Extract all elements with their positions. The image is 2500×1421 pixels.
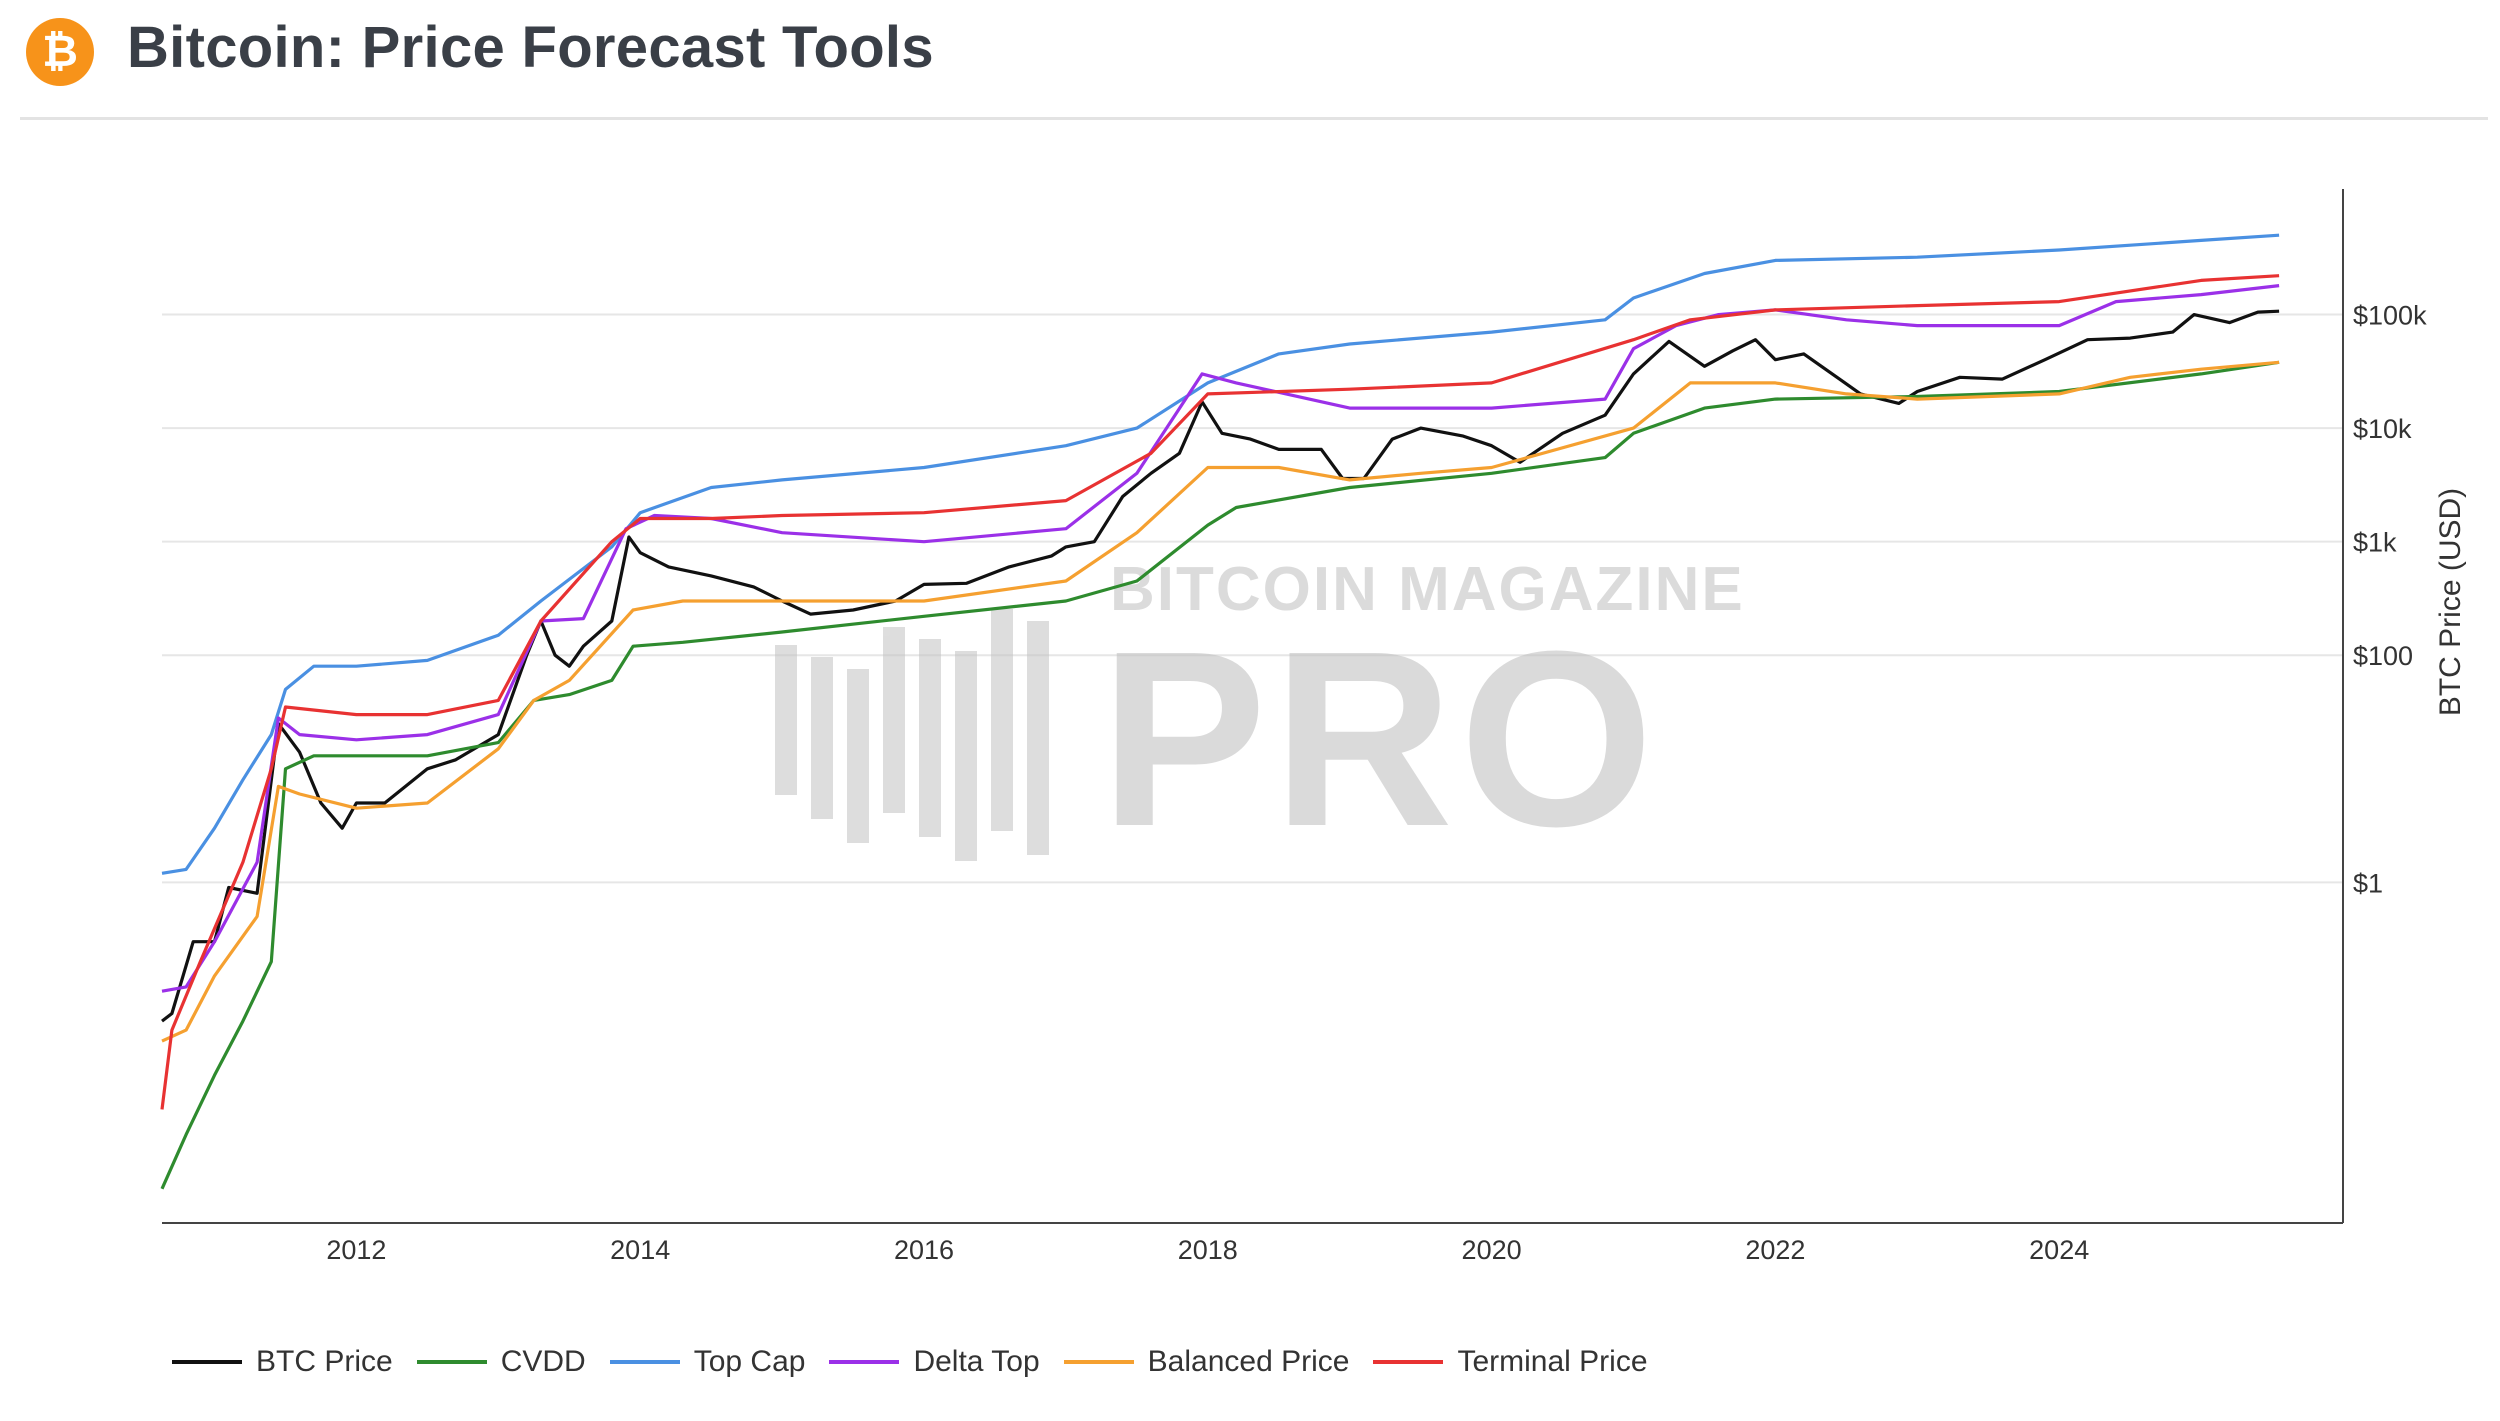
y-tick-label: $1	[2353, 868, 2383, 898]
series-line-btc-price	[161, 309, 2280, 1023]
series-line-cvdd	[160, 360, 2280, 1190]
legend-item[interactable]: Top Cap	[609, 1345, 806, 1379]
legend-label: Terminal Price	[1457, 1345, 1648, 1378]
legend-label: BTC Price	[256, 1345, 393, 1378]
x-tick-label: 2016	[894, 1235, 954, 1265]
legend-swatch	[1063, 1360, 1134, 1364]
legend-item[interactable]: CVDD	[416, 1345, 586, 1379]
series-line-delta-top	[161, 284, 2280, 993]
watermark-bar	[775, 645, 797, 795]
legend-swatch	[416, 1360, 487, 1364]
watermark-bar	[955, 651, 977, 861]
y-tick-label: $100	[2353, 641, 2413, 671]
series-group	[160, 233, 2280, 1190]
watermark-bar	[991, 609, 1013, 831]
y-tick-label: $1k	[2353, 528, 2397, 558]
x-tick-label: 2022	[1745, 1235, 1805, 1265]
chart-legend: BTC Price CVDD Top Cap Delta Top Balanced Pr…	[172, 1340, 1672, 1384]
watermark-bar	[883, 627, 905, 813]
x-tick-label: 2018	[1178, 1235, 1238, 1265]
axes: $1 $100 $1k $10k $100k 2012 2014 2016 2018 2020 20…	[162, 189, 2467, 1265]
legend-item[interactable]: Balanced Price	[1063, 1345, 1350, 1379]
series-line-top-cap	[161, 233, 2280, 875]
y-tick-label: $10k	[2353, 414, 2412, 444]
series-line-balanced-price	[161, 360, 2280, 1043]
x-tick-label: 2024	[2029, 1235, 2089, 1265]
legend-item[interactable]: Terminal Price	[1373, 1345, 1648, 1379]
page-title: Bitcoin: Price Forecast Tools	[127, 15, 934, 80]
legend-label: Top Cap	[693, 1345, 806, 1378]
x-tick-label: 2014	[610, 1235, 670, 1265]
header-divider	[20, 117, 2488, 120]
watermark-bar	[1027, 621, 1049, 855]
y-tick-label: $100k	[2353, 301, 2427, 331]
legend-label: Balanced Price	[1147, 1345, 1350, 1378]
legend-swatch	[1373, 1360, 1444, 1364]
legend-item[interactable]: BTC Price	[172, 1345, 393, 1379]
x-tick-label: 2020	[1462, 1235, 1522, 1265]
watermark-bar	[811, 657, 833, 819]
legend-item[interactable]: Delta Top	[829, 1345, 1040, 1379]
legend-swatch	[609, 1360, 680, 1364]
legend-label: Delta Top	[913, 1345, 1040, 1378]
page-header: ₿ Bitcoin: Price Forecast Tools	[0, 0, 2500, 122]
watermark-bar	[919, 639, 941, 837]
bitcoin-logo-icon: ₿	[26, 18, 94, 86]
watermark-text: BITCOIN MAGAZINE	[1110, 555, 1745, 624]
x-tick-label: 2012	[326, 1235, 386, 1265]
y-axis-title: BTC Price (USD)	[2434, 488, 2467, 716]
legend-label: CVDD	[500, 1345, 586, 1378]
series-line-terminal-price	[160, 274, 2280, 1110]
watermark-bar	[847, 669, 869, 843]
watermark-text: PRO	[1100, 599, 1660, 878]
legend-swatch	[829, 1360, 900, 1364]
legend-swatch	[172, 1360, 242, 1364]
